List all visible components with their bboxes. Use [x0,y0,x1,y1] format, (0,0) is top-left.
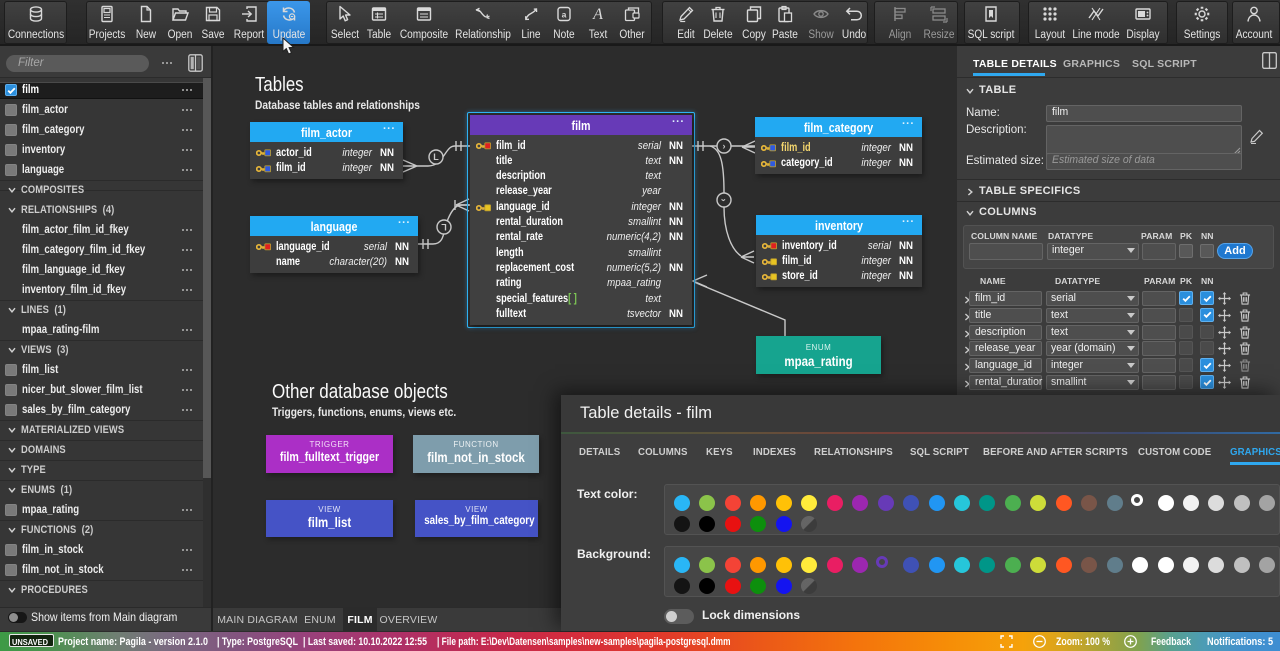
svg-text:›: › [723,141,726,151]
svg-text:A: A [592,6,603,23]
svg-text:a: a [561,10,566,20]
svg-text:L: L [441,222,447,232]
svg-text:›: › [719,199,729,202]
svg-text:L: L [433,152,439,162]
